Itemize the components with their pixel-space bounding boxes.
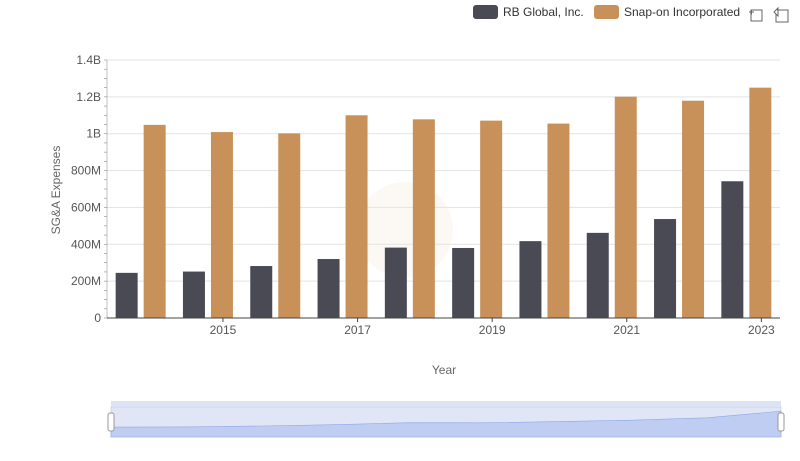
x-tick-label: 2023 — [748, 323, 775, 337]
legend-swatch — [594, 5, 619, 19]
data-zoom-handle-right[interactable] — [777, 412, 785, 432]
y-tick-label: 800M — [71, 164, 101, 178]
y-axis-title: SG&A Expenses — [49, 146, 63, 235]
bar-snap-on-2018[interactable] — [412, 119, 435, 318]
bar-rb-global-2018[interactable] — [384, 247, 407, 318]
y-tick-label: 200M — [71, 274, 101, 288]
data-zoom-selection[interactable] — [111, 407, 781, 437]
bar-rb-global-2022[interactable] — [654, 219, 677, 318]
y-tick-label: 1B — [86, 127, 101, 141]
x-tick-label: 2021 — [613, 323, 640, 337]
x-axis-title: Year — [432, 363, 456, 377]
bar-snap-on-2014[interactable] — [143, 124, 166, 319]
bars — [115, 87, 772, 319]
bar-rb-global-2014[interactable] — [115, 272, 138, 318]
bar-snap-on-2022[interactable] — [682, 100, 705, 318]
bar-rb-global-2015[interactable] — [182, 271, 205, 318]
bar-rb-global-2020[interactable] — [519, 241, 542, 318]
bar-rb-global-2023[interactable] — [721, 181, 744, 318]
data-zoom-preview — [110, 410, 782, 438]
bar-snap-on-2021[interactable] — [614, 96, 637, 319]
zoom-select-icon[interactable] — [747, 6, 765, 24]
legend-item-rb-global[interactable]: RB Global, Inc. — [473, 5, 584, 19]
y-tick-label: 0 — [94, 311, 101, 325]
legend-swatch — [473, 5, 498, 19]
zoom-reset-icon[interactable] — [772, 6, 790, 24]
x-tick-label: 2015 — [210, 323, 237, 337]
legend: RB Global, Inc. Snap-on Incorporated — [473, 5, 740, 19]
bar-snap-on-2015[interactable] — [210, 132, 233, 318]
y-tick-label: 600M — [71, 200, 101, 214]
y-tick-label: 1.2B — [76, 90, 101, 104]
bar-rb-global-2017[interactable] — [317, 259, 340, 318]
y-tick-label: 1.4B — [76, 53, 101, 67]
legend-item-snap-on[interactable]: Snap-on Incorporated — [594, 5, 740, 19]
bar-snap-on-2017[interactable] — [345, 115, 368, 319]
y-tick-label: 400M — [71, 237, 101, 251]
x-tick-label: 2017 — [344, 323, 371, 337]
y-axis: 0 200M 400M 600M 800M 1B 1.2B 1.4B — [71, 53, 108, 325]
bar-snap-on-2023[interactable] — [749, 87, 772, 319]
legend-label: RB Global, Inc. — [503, 5, 584, 19]
data-zoom-top-bar[interactable] — [111, 401, 781, 407]
bar-snap-on-2016[interactable] — [278, 133, 301, 318]
data-zoom-slider[interactable] — [107, 401, 785, 438]
legend-label: Snap-on Incorporated — [624, 5, 740, 19]
bar-rb-global-2021[interactable] — [586, 232, 609, 318]
bar-snap-on-2020[interactable] — [547, 123, 570, 318]
bar-snap-on-2019[interactable] — [480, 120, 503, 318]
bar-rb-global-2016[interactable] — [250, 266, 273, 318]
x-axis: 2015 2017 2019 2021 2023 — [107, 317, 780, 337]
x-tick-label: 2019 — [479, 323, 506, 337]
bar-rb-global-2019[interactable] — [452, 247, 475, 318]
data-zoom-handle-left[interactable] — [107, 412, 115, 432]
